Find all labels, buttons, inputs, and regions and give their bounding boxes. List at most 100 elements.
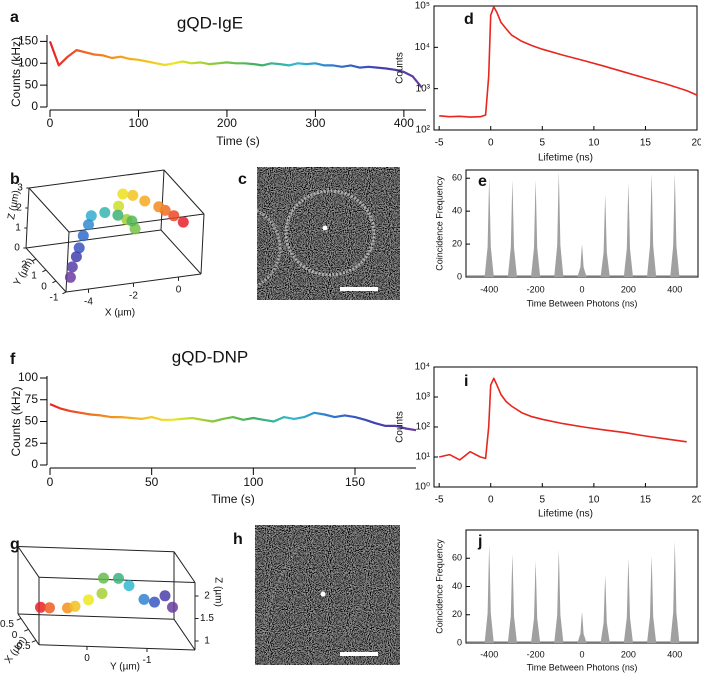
x-tick-label: -4: [84, 297, 93, 308]
x-tick-label: 0: [579, 649, 584, 659]
x-tick-label: 0: [12, 630, 18, 641]
box-edge: [160, 229, 202, 275]
y-tick: [62, 291, 67, 295]
box-edge: [173, 618, 196, 651]
box-edge: [17, 613, 175, 620]
particle-spot: [322, 225, 328, 231]
z-tick-label: 2: [204, 591, 210, 602]
peak: [484, 544, 494, 643]
y-axis-label: Counts: [395, 52, 406, 84]
x-tick-label: 20: [691, 138, 701, 149]
box-edge: [28, 169, 165, 189]
trajectory-point: [77, 230, 89, 242]
z-axis-label: Z (µm): [212, 577, 223, 607]
x-tick-label: 15: [640, 495, 652, 506]
panel-letter: c: [238, 171, 247, 188]
trajectory-point: [98, 572, 109, 584]
y-axis-label: Counts (kHz): [9, 386, 23, 456]
trajectory-point: [85, 210, 97, 222]
cell-outline: [261, 544, 301, 641]
y-tick-label: 100: [18, 370, 38, 384]
x-tick-label: -5: [435, 495, 444, 506]
peak: [507, 179, 517, 277]
x-axis-label: Time (s): [216, 134, 260, 148]
trajectory-point: [96, 588, 108, 599]
peak: [531, 179, 541, 277]
box-edge: [25, 187, 30, 249]
x-tick-label: 0.5: [0, 619, 14, 630]
x-axis-label: X (µm): [105, 308, 135, 319]
trajectory-point: [149, 596, 160, 608]
y-tick-label: -1: [50, 293, 59, 304]
plot-frame: [433, 5, 698, 131]
y-tick: [32, 258, 37, 262]
x-tick-label: 0: [176, 285, 182, 296]
trace: [48, 41, 423, 88]
box-edge: [25, 229, 162, 249]
trajectory-point: [44, 602, 55, 614]
trace: [439, 377, 687, 461]
y-tick-label: 0: [31, 99, 38, 113]
trajectory-point: [127, 189, 139, 201]
panel-letter: b: [10, 171, 20, 188]
trajectory-point: [139, 195, 151, 207]
x-axis-label: Lifetime (ns): [538, 153, 593, 164]
z-tick-label: 1.5: [200, 613, 214, 624]
x-tick-label: -400: [480, 284, 498, 294]
x-tick-label: -200: [527, 649, 545, 659]
peak: [600, 575, 610, 643]
x-axis-label: Time (s): [211, 492, 255, 506]
peak: [647, 555, 657, 643]
panel-letter: d: [464, 11, 474, 28]
peak: [554, 549, 564, 643]
x-tick-label: 100: [128, 116, 148, 130]
peak: [623, 183, 633, 277]
trace: [49, 403, 417, 432]
x-axis-label: Time Between Photons (ns): [527, 662, 638, 672]
trajectory-point: [70, 251, 82, 263]
y-tick-label: 10³: [416, 392, 431, 403]
micrograph-noise: [257, 167, 400, 300]
y-tick-label: 0: [457, 271, 462, 281]
x-tick-label: 0: [47, 475, 54, 489]
trajectory-point: [112, 209, 124, 221]
trajectory-point: [167, 601, 178, 613]
x-tick-label: -2: [129, 291, 138, 302]
trajectory-point: [126, 215, 138, 227]
y-tick-label: 50: [25, 414, 39, 428]
y-tick-label: 0: [84, 653, 90, 664]
y-tick-label: 40: [452, 206, 462, 216]
z-tick-label: 3: [17, 183, 23, 194]
trajectory-point: [73, 242, 85, 254]
y-tick: [52, 280, 57, 284]
particle-spot: [320, 591, 326, 597]
panel-letter: f: [10, 351, 16, 368]
peak: [577, 244, 587, 277]
z-axis-label: Z (µm): [6, 189, 22, 220]
trajectory-point: [83, 594, 94, 606]
trajectory-point: [123, 580, 135, 592]
trajectory-point: [153, 201, 165, 213]
y-tick: [42, 269, 47, 273]
trajectory-point: [168, 210, 180, 222]
x-tick: [24, 628, 29, 632]
x-tick-label: 200: [621, 649, 636, 659]
trajectory-point: [64, 271, 76, 283]
box-edge: [17, 546, 175, 553]
y-tick-label: 0: [41, 282, 47, 293]
micrograph-features: [261, 544, 378, 656]
panel-letter: g: [10, 536, 20, 553]
y-tick-label: 40: [452, 581, 462, 591]
x-tick-label: 0: [579, 284, 584, 294]
trajectory-point: [117, 188, 129, 200]
x-tick-label: 200: [217, 116, 237, 130]
x-tick-label: -200: [527, 284, 545, 294]
trajectory-point: [138, 593, 150, 605]
peak: [600, 194, 610, 277]
y-axis-label: Counts: [395, 411, 406, 443]
trajectory-point: [69, 600, 81, 612]
y-tick-label: 100: [18, 55, 38, 69]
y-tick-label: -1: [143, 655, 152, 666]
cell-outline: [339, 559, 368, 641]
